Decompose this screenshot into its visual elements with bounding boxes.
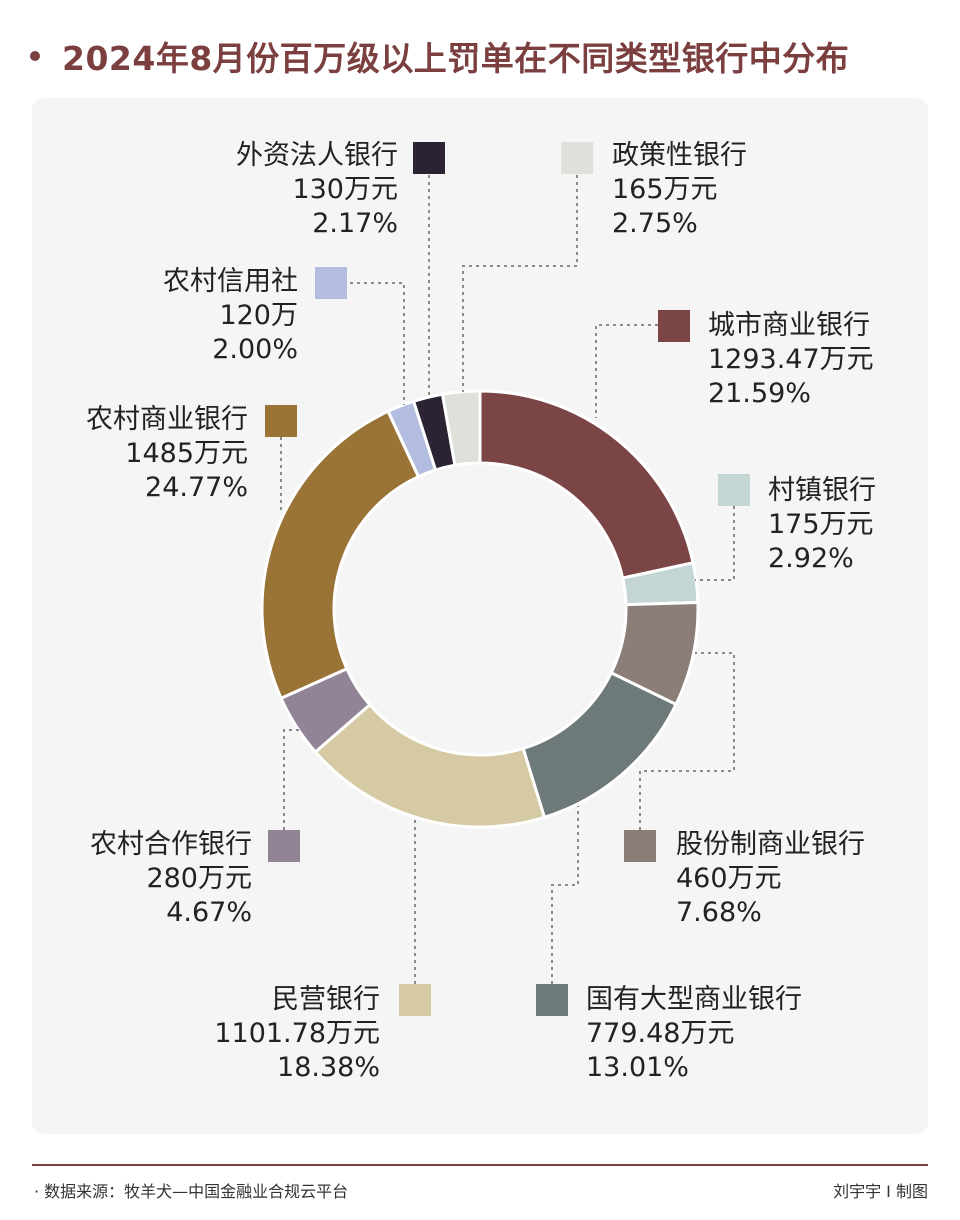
- slice-value: 779.48万元: [586, 1018, 735, 1049]
- slice-value: 1293.47万元: [708, 344, 874, 375]
- slice-name: 农村商业银行: [86, 404, 248, 435]
- slice-percent: 13.01%: [586, 1052, 689, 1083]
- legend-swatch-农村商业银行: [265, 405, 297, 437]
- leader-line-政策性银行: [462, 175, 578, 392]
- slice-value: 280万元: [146, 863, 252, 894]
- legend-swatch-国有大型商业银行: [536, 984, 568, 1016]
- donut-slice-城市商业银行: [478, 389, 695, 580]
- label-农村信用社: 农村信用社 120万 2.00%: [163, 265, 298, 367]
- label-政策性银行: 政策性银行 165万元 2.75%: [612, 139, 747, 241]
- donut-slice-政策性银行: [440, 389, 482, 467]
- slice-percent: 2.92%: [768, 543, 854, 574]
- slice-percent: 2.00%: [212, 334, 298, 365]
- legend-swatch-村镇银行: [718, 474, 750, 506]
- legend-swatch-股份制商业银行: [624, 830, 656, 862]
- slice-value: 460万元: [676, 863, 782, 894]
- slice-percent: 21.59%: [708, 378, 811, 409]
- legend-swatch-城市商业银行: [658, 310, 690, 342]
- slice-name: 村镇银行: [768, 475, 876, 506]
- slice-percent: 2.17%: [312, 208, 398, 239]
- legend-swatch-政策性银行: [561, 142, 593, 174]
- slice-name: 城市商业银行: [708, 310, 870, 341]
- legend-swatch-外资法人银行: [413, 142, 445, 174]
- title-bar: 2024年8月份百万级以上罚单在不同类型银行中分布: [30, 30, 849, 82]
- donut-slices: [260, 389, 700, 829]
- credit: 刘宇宇 I 制图: [833, 1182, 928, 1201]
- leader-line-农村合作银行: [283, 729, 302, 830]
- donut-slice-农村商业银行: [260, 409, 421, 701]
- footer-divider: [32, 1164, 928, 1166]
- donut-slice-国有大型商业银行: [521, 670, 679, 820]
- slice-name: 农村信用社: [163, 266, 298, 297]
- slice-value: 165万元: [612, 174, 718, 205]
- slice-value: 130万元: [292, 174, 398, 205]
- legend-swatch-民营银行: [399, 984, 431, 1016]
- slice-percent: 2.75%: [612, 208, 698, 239]
- slice-percent: 7.68%: [676, 897, 762, 928]
- slice-name: 股份制商业银行: [676, 829, 865, 860]
- slice-name: 农村合作银行: [90, 829, 252, 860]
- title-bullet-icon: [30, 51, 40, 61]
- slice-value: 120万: [219, 300, 298, 331]
- slice-name: 民营银行: [272, 984, 380, 1015]
- slice-percent: 24.77%: [145, 472, 248, 503]
- leader-line-农村信用社: [350, 282, 405, 405]
- slice-value: 175万元: [768, 509, 874, 540]
- leader-line-村镇银行: [695, 506, 735, 581]
- label-外资法人银行: 外资法人银行 130万元 2.17%: [236, 139, 398, 241]
- legend-swatch-农村合作银行: [268, 830, 300, 862]
- label-农村合作银行: 农村合作银行 280万元 4.67%: [90, 828, 252, 930]
- chart-title: 2024年8月份百万级以上罚单在不同类型银行中分布: [62, 39, 850, 78]
- label-国有大型商业银行: 国有大型商业银行 779.48万元 13.01%: [586, 983, 802, 1085]
- label-农村商业银行: 农村商业银行 1485万元 24.77%: [86, 403, 248, 505]
- leader-line-城市商业银行: [595, 324, 658, 418]
- label-股份制商业银行: 股份制商业银行 460万元 7.68%: [676, 828, 865, 930]
- slice-value: 1485万元: [125, 438, 248, 469]
- slice-percent: 18.38%: [277, 1052, 380, 1083]
- label-民营银行: 民营银行 1101.78万元 18.38%: [214, 983, 380, 1085]
- leader-line-国有大型商业银行: [551, 806, 579, 984]
- label-村镇银行: 村镇银行 175万元 2.92%: [768, 474, 876, 576]
- slice-value: 1101.78万元: [214, 1018, 380, 1049]
- slice-percent: 4.67%: [166, 897, 252, 928]
- slice-name: 政策性银行: [612, 140, 747, 171]
- slice-name: 外资法人银行: [236, 140, 398, 171]
- label-城市商业银行: 城市商业银行 1293.47万元 21.59%: [708, 309, 874, 411]
- chart-panel: [32, 98, 928, 1134]
- data-source: · 数据来源：牧羊犬—中国金融业合规云平台: [34, 1182, 349, 1201]
- slice-name: 国有大型商业银行: [586, 984, 802, 1015]
- legend-swatch-农村信用社: [315, 267, 347, 299]
